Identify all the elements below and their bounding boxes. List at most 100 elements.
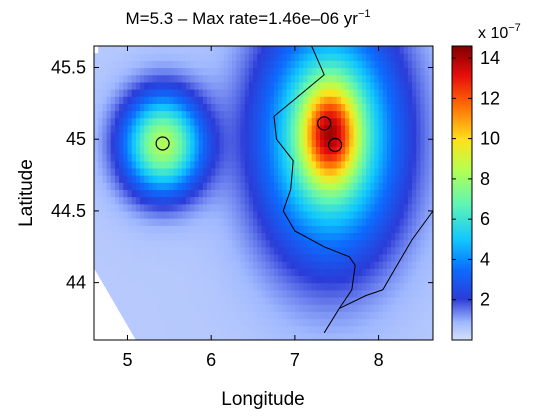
heatmap-cell	[181, 246, 187, 255]
heatmap-cell	[190, 296, 196, 305]
heatmap-cell	[412, 282, 417, 291]
heatmap-cell	[303, 175, 309, 183]
heatmap-cell	[382, 124, 388, 133]
heatmap-cell	[416, 74, 422, 83]
heatmap-cell	[98, 225, 103, 234]
heatmap-cell	[424, 311, 430, 320]
heatmap-cell	[223, 261, 229, 269]
heatmap-cell	[119, 182, 124, 191]
heatmap-cell	[123, 153, 129, 162]
heatmap-cell	[265, 218, 271, 226]
heatmap-cell	[211, 81, 216, 90]
heatmap-cell	[395, 67, 401, 76]
heatmap-cell	[114, 289, 120, 298]
heatmap-cell	[207, 239, 212, 248]
heatmap-cell	[424, 67, 430, 76]
heatmap-cell	[211, 332, 216, 340]
heatmap-cell	[391, 325, 396, 334]
heatmap-cell	[211, 253, 216, 262]
heatmap-cell	[181, 46, 187, 54]
heatmap-cell	[119, 296, 124, 305]
heatmap-cell	[370, 282, 376, 291]
heatmap-cell	[407, 304, 413, 312]
heatmap-cell	[328, 311, 334, 320]
heatmap-cell	[286, 311, 292, 320]
heatmap-cell	[282, 74, 288, 83]
heatmap-cell	[278, 232, 283, 241]
heatmap-cell	[353, 146, 359, 155]
heatmap-cell	[219, 225, 225, 234]
heatmap-cell	[165, 253, 170, 262]
heatmap-cell	[127, 311, 133, 320]
heatmap-cell	[135, 96, 141, 104]
heatmap-cell	[248, 268, 254, 277]
heatmap-cell	[110, 53, 116, 61]
heatmap-cell	[416, 311, 422, 320]
heatmap-cell	[265, 96, 271, 104]
heatmap-cell	[370, 253, 376, 262]
heatmap-cell	[382, 311, 388, 320]
heatmap-cell	[428, 239, 433, 248]
heatmap-cell	[412, 289, 417, 298]
heatmap-cell	[106, 117, 112, 126]
heatmap-cell	[114, 67, 120, 76]
heatmap-cell	[286, 103, 292, 112]
colorbar-tick-label: 8	[480, 169, 490, 189]
heatmap-cell	[278, 304, 283, 312]
heatmap-cell	[119, 89, 124, 97]
heatmap-cell	[353, 124, 359, 133]
heatmap-cell	[265, 261, 271, 269]
heatmap-cell	[349, 318, 355, 327]
heatmap-cell	[227, 253, 233, 262]
heatmap-cell	[219, 160, 225, 169]
heatmap-cell	[378, 96, 384, 104]
heatmap-cell	[278, 175, 283, 183]
heatmap-cell	[165, 296, 170, 305]
heatmap-cell	[294, 182, 300, 191]
heatmap-cell	[94, 210, 99, 219]
heatmap-cell	[399, 117, 405, 126]
heatmap-cell	[324, 296, 329, 305]
heatmap-cell	[211, 232, 216, 241]
heatmap-cell	[332, 261, 338, 269]
heatmap-cell	[244, 275, 250, 284]
heatmap-cell	[181, 196, 187, 205]
heatmap-cell	[378, 311, 384, 320]
heatmap-cell	[177, 246, 183, 255]
heatmap-cell	[286, 289, 292, 298]
heatmap-cell	[219, 110, 225, 119]
heatmap-cell	[131, 46, 137, 54]
heatmap-cell	[407, 218, 413, 226]
epicenter-marker	[155, 136, 170, 151]
heatmap-cell	[190, 81, 196, 90]
heatmap-cell	[328, 167, 334, 176]
heatmap-cell	[366, 132, 371, 140]
heatmap-cell	[257, 282, 263, 291]
heatmap-cell	[165, 74, 170, 83]
heatmap-cell	[320, 46, 325, 54]
heatmap-cell	[257, 81, 263, 90]
heatmap-cell	[156, 268, 162, 277]
heatmap-cell	[152, 160, 158, 169]
heatmap-cell	[198, 153, 204, 162]
heatmap-cell	[119, 261, 124, 269]
heatmap-cell	[294, 253, 300, 262]
heatmap-cell	[269, 210, 275, 219]
heatmap-cell	[403, 46, 409, 54]
heatmap-cell	[428, 132, 433, 140]
heatmap-cell	[311, 282, 317, 291]
heatmap-cell	[386, 74, 392, 83]
heatmap-cell	[156, 232, 162, 241]
heatmap-cell	[303, 103, 309, 112]
heatmap-cell	[127, 46, 133, 54]
heatmap-cell	[244, 139, 250, 147]
heatmap-cell	[378, 53, 384, 61]
heatmap-cell	[336, 89, 342, 97]
heatmap-cell	[424, 182, 430, 191]
heatmap-cell	[340, 124, 346, 133]
heatmap-cell	[345, 268, 350, 277]
heatmap-cell	[181, 296, 187, 305]
heatmap-cell	[349, 296, 355, 305]
heatmap-cell	[361, 81, 367, 90]
heatmap-cell	[173, 117, 179, 126]
